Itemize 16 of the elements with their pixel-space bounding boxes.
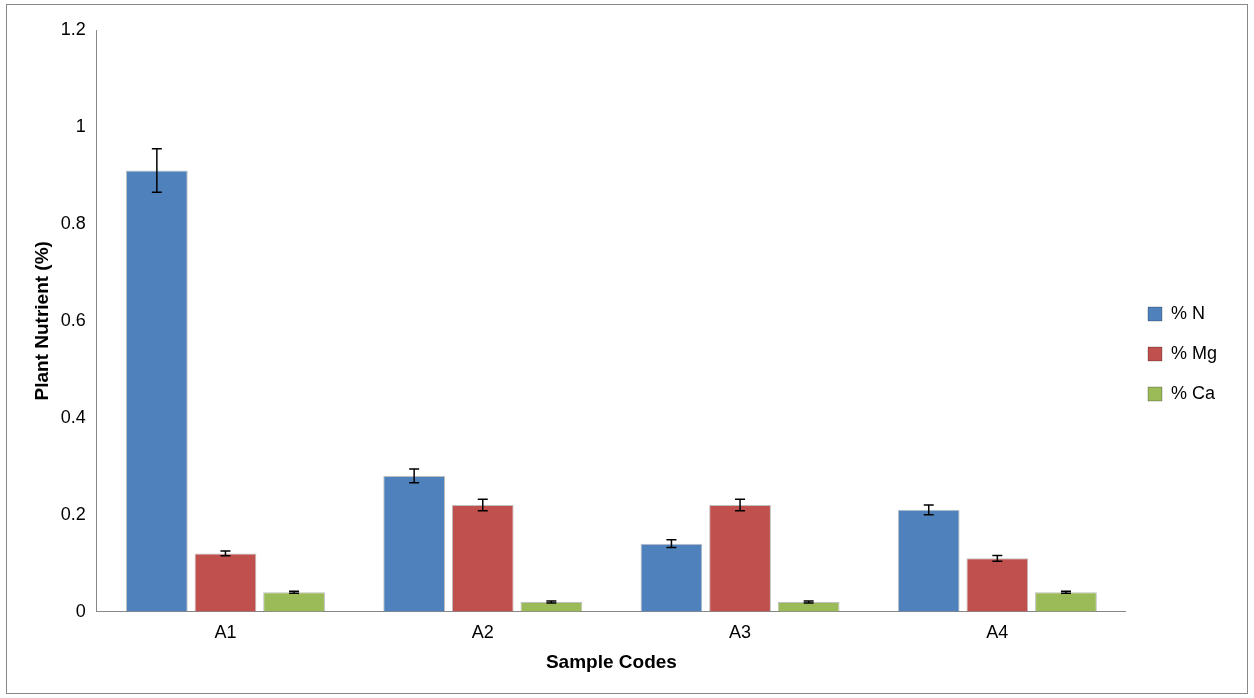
y-tick-label: 0.2 [60,503,86,524]
x-tick-label: A2 [471,622,494,643]
legend-label: % Ca [1170,382,1216,403]
x-tick-label: A3 [729,622,752,643]
x-tick-label: A1 [214,622,237,643]
y-axis-title: Plant Nutrient (%) [30,241,52,401]
y-tick-label: 0.6 [60,309,86,330]
y-tick-label: 0.4 [60,406,86,427]
x-axis-title: Sample Codes [545,650,677,672]
x-tick-label: A4 [986,622,1009,643]
y-tick-label: 0 [75,600,86,621]
y-tick-label: 1.2 [60,18,86,39]
legend-label: % Mg [1170,342,1217,363]
y-tick-label: 0.8 [60,212,86,233]
legend-label: % N [1170,302,1205,323]
y-tick-label: 1 [75,115,86,136]
